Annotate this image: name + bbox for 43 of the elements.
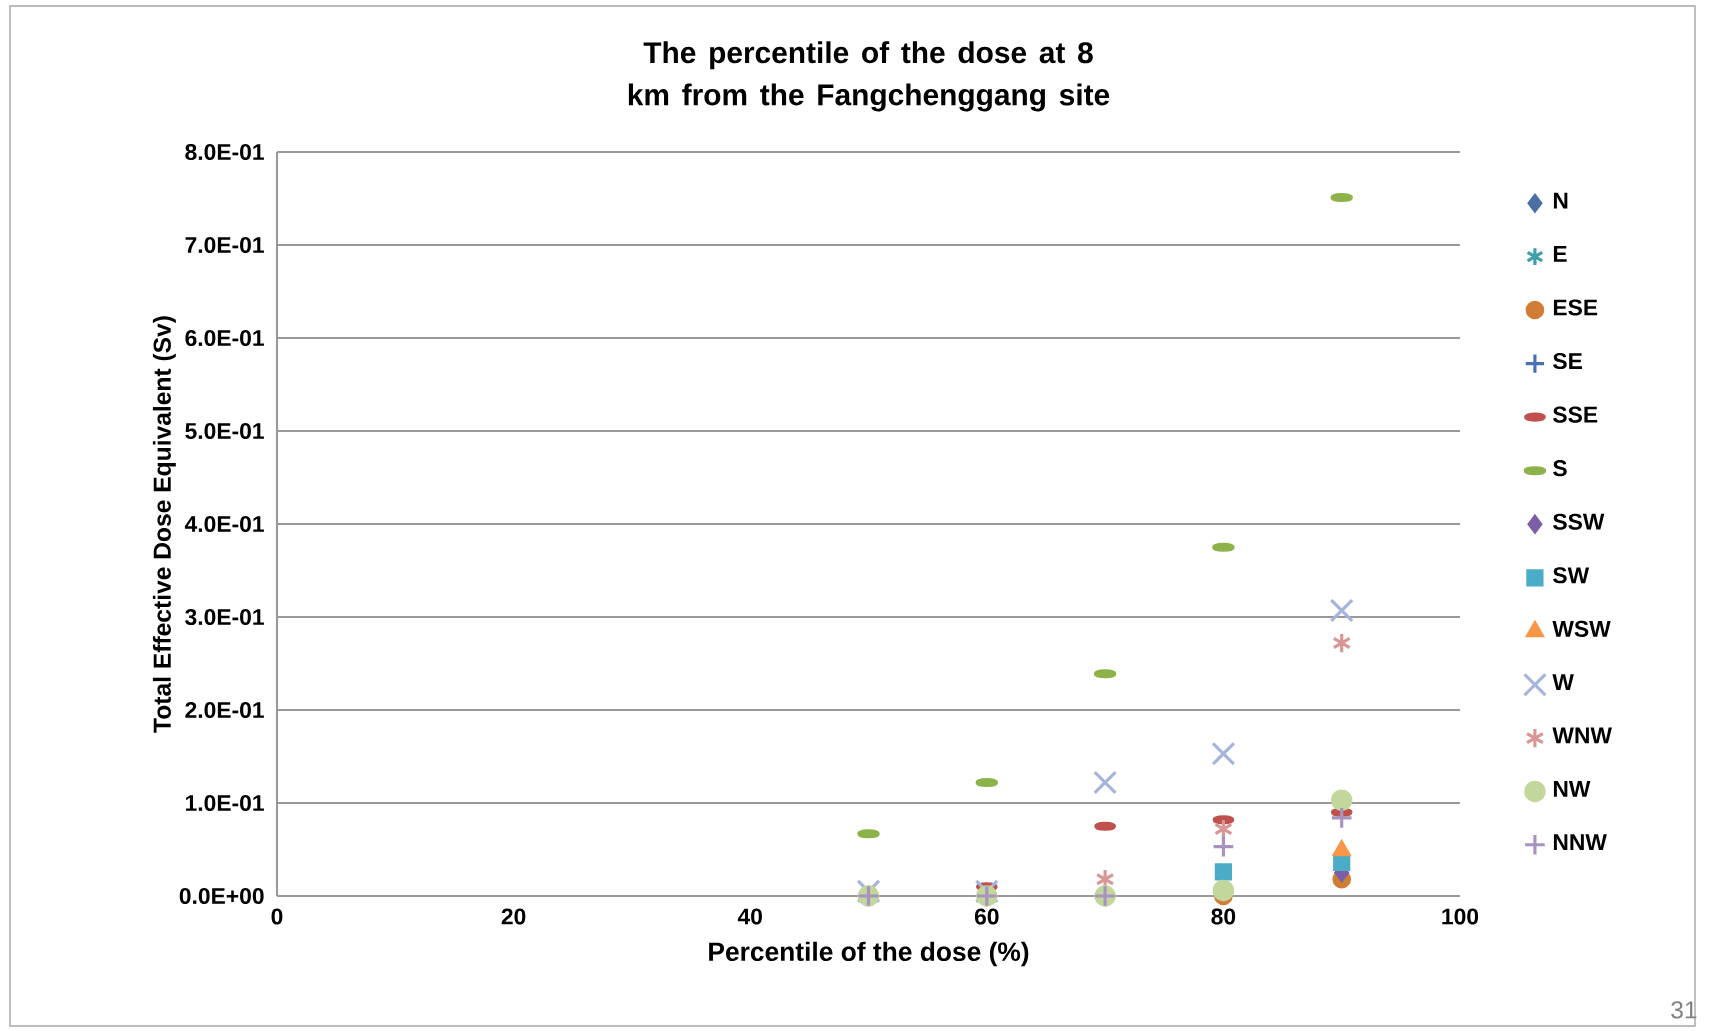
y-tick-label: 3.0E-01	[185, 608, 264, 626]
text: 31	[1671, 1001, 1697, 1019]
point	[1212, 879, 1235, 902]
point	[1211, 741, 1236, 766]
y-tick-label: 0.0E+00	[179, 887, 264, 905]
point	[1213, 818, 1233, 840]
point	[1214, 863, 1233, 881]
legend-label: S	[1553, 460, 1567, 477]
chart-title: The percentile of the dose at 8 km from the Fangchenggang site	[628, 41, 1110, 112]
legend-label: SW	[1553, 567, 1590, 584]
x-axis-title: Percentile of the dose (%)	[709, 941, 1029, 967]
x-tick-label: 60	[974, 908, 999, 925]
legend-label: SSW	[1553, 513, 1605, 530]
y-tick-label: 4.0E-01	[184, 515, 264, 533]
point	[1332, 632, 1352, 654]
point	[1329, 598, 1354, 623]
legend-label: WNW	[1552, 727, 1612, 744]
point	[1330, 806, 1354, 830]
legend-label: SSE	[1553, 406, 1598, 423]
y-tick-label: 2.0E-01	[185, 701, 264, 719]
point	[1093, 770, 1118, 795]
y-axis-title: Total Effective Dose Equivalent (Sv)	[152, 316, 176, 733]
point	[1211, 835, 1235, 859]
x-tick-label: 20	[501, 908, 526, 925]
y-tick-label: 7.0E-01	[185, 236, 264, 254]
y-tick-label: 1.0E-01	[186, 794, 264, 812]
point	[1330, 789, 1353, 811]
legend-label: W	[1552, 674, 1574, 691]
x-tick-label: 100	[1442, 908, 1479, 925]
legend-label: ESE	[1553, 299, 1598, 316]
x-tick-label: 0	[271, 908, 283, 925]
y-tick-label: 8.0E-01	[185, 143, 264, 161]
y-tick-label: 6.0E-01	[185, 329, 264, 347]
x-tick-label: 40	[737, 908, 762, 925]
legend-label: SE	[1553, 352, 1582, 370]
legend-label: E	[1553, 246, 1567, 262]
legend-label: NNW	[1553, 834, 1607, 850]
x-tick-label: 80	[1211, 908, 1236, 925]
y-tick-label: 5.0E-01	[185, 422, 264, 440]
point	[1332, 840, 1351, 857]
legend-label: NW	[1553, 780, 1591, 797]
legend-label: N	[1553, 192, 1568, 209]
legend-label: WSW	[1552, 620, 1611, 637]
